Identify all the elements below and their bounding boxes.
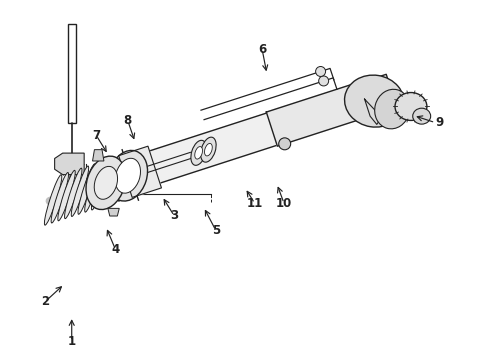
Polygon shape (108, 208, 119, 216)
Polygon shape (93, 150, 104, 161)
Ellipse shape (108, 150, 147, 201)
Polygon shape (365, 99, 382, 125)
Circle shape (318, 76, 329, 86)
Text: 6: 6 (258, 42, 266, 55)
Circle shape (316, 67, 325, 76)
Text: 11: 11 (246, 197, 263, 210)
Text: 10: 10 (276, 197, 292, 210)
Ellipse shape (71, 166, 89, 216)
Ellipse shape (58, 170, 75, 221)
Text: 4: 4 (112, 243, 120, 256)
Text: 7: 7 (92, 129, 100, 142)
Text: 9: 9 (435, 116, 443, 129)
Text: 3: 3 (170, 210, 178, 222)
Text: 2: 2 (41, 296, 49, 309)
Polygon shape (55, 153, 84, 175)
Ellipse shape (195, 147, 202, 159)
Ellipse shape (92, 159, 109, 210)
Polygon shape (142, 74, 396, 185)
Ellipse shape (65, 168, 82, 219)
Ellipse shape (78, 164, 96, 214)
Ellipse shape (413, 108, 431, 124)
Ellipse shape (45, 175, 62, 225)
Circle shape (279, 138, 291, 150)
Text: 1: 1 (68, 335, 76, 348)
Ellipse shape (112, 153, 129, 203)
Ellipse shape (200, 137, 216, 162)
Ellipse shape (94, 166, 118, 199)
Ellipse shape (98, 157, 116, 208)
Ellipse shape (375, 89, 410, 129)
Text: 5: 5 (212, 224, 220, 237)
Ellipse shape (395, 93, 427, 121)
Ellipse shape (85, 162, 102, 212)
Ellipse shape (344, 75, 404, 127)
Polygon shape (267, 82, 370, 146)
Ellipse shape (86, 156, 126, 210)
Ellipse shape (51, 172, 69, 223)
Text: 8: 8 (124, 114, 132, 127)
FancyBboxPatch shape (68, 24, 75, 123)
Ellipse shape (118, 151, 136, 201)
Ellipse shape (115, 158, 141, 193)
Polygon shape (119, 146, 161, 197)
Ellipse shape (105, 155, 122, 206)
Ellipse shape (204, 143, 212, 156)
Ellipse shape (191, 140, 206, 165)
